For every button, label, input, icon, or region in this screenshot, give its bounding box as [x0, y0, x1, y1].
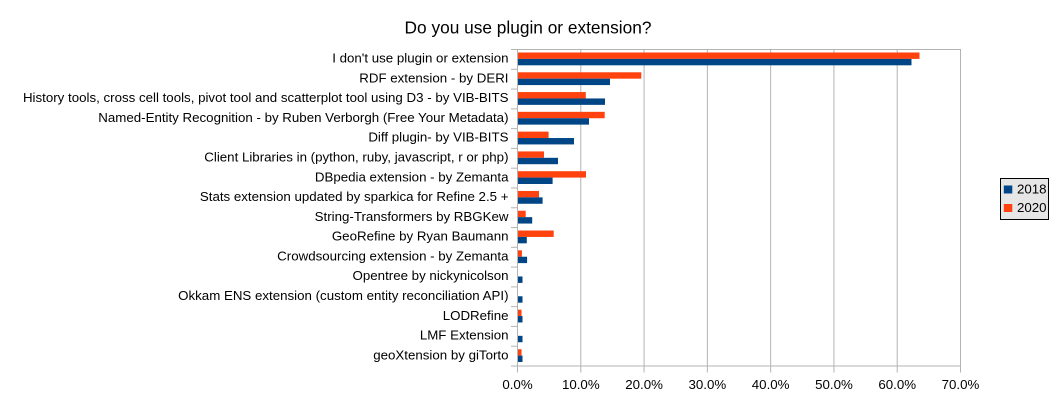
svg-text:60.0%: 60.0%: [878, 377, 916, 392]
svg-text:LMF Extension: LMF Extension: [420, 328, 509, 343]
svg-text:geoXtension by giTorto: geoXtension by giTorto: [373, 347, 508, 362]
svg-text:50.0%: 50.0%: [815, 377, 853, 392]
svg-text:0.0%: 0.0%: [502, 377, 532, 392]
svg-text:Diff plugin- by VIB-BITS: Diff plugin- by VIB-BITS: [368, 130, 508, 145]
svg-text:RDF extension - by DERI: RDF extension - by DERI: [359, 70, 508, 85]
svg-text:Okkam ENS extension (custom en: Okkam ENS extension (custom entity recon…: [178, 288, 508, 303]
svg-text:History tools, cross cell tool: History tools, cross cell tools, pivot t…: [23, 90, 509, 105]
svg-text:Do you use plugin or extension: Do you use plugin or extension?: [405, 17, 652, 37]
svg-text:Named-Entity Recognition - by: Named-Entity Recognition - by Ruben Verb…: [98, 110, 508, 125]
svg-text:String-Transformers by RBGKew: String-Transformers by RBGKew: [315, 209, 509, 224]
svg-text:Crowdsourcing extension - by Z: Crowdsourcing extension - by Zemanta: [277, 248, 509, 263]
svg-text:LODRefine: LODRefine: [443, 308, 509, 323]
svg-text:Opentree by nickynicolson: Opentree by nickynicolson: [353, 268, 509, 283]
svg-text:2018: 2018: [1017, 182, 1047, 197]
svg-text:Client Libraries in (python, r: Client Libraries in (python, ruby, javas…: [204, 150, 508, 165]
svg-text:Stats extension updated by spa: Stats extension updated by sparkica for …: [200, 189, 509, 204]
svg-text:40.0%: 40.0%: [752, 377, 790, 392]
svg-text:2020: 2020: [1017, 200, 1047, 215]
svg-text:GeoRefine by Ryan Baumann: GeoRefine by Ryan Baumann: [332, 229, 509, 244]
svg-text:DBpedia extension - by Zemanta: DBpedia extension - by Zemanta: [315, 169, 509, 184]
svg-text:10.0%: 10.0%: [562, 377, 600, 392]
svg-text:20.0%: 20.0%: [625, 377, 663, 392]
svg-text:I don't use plugin or extensio: I don't use plugin or extension: [332, 51, 508, 66]
svg-text:30.0%: 30.0%: [689, 377, 727, 392]
svg-text:70.0%: 70.0%: [942, 377, 980, 392]
